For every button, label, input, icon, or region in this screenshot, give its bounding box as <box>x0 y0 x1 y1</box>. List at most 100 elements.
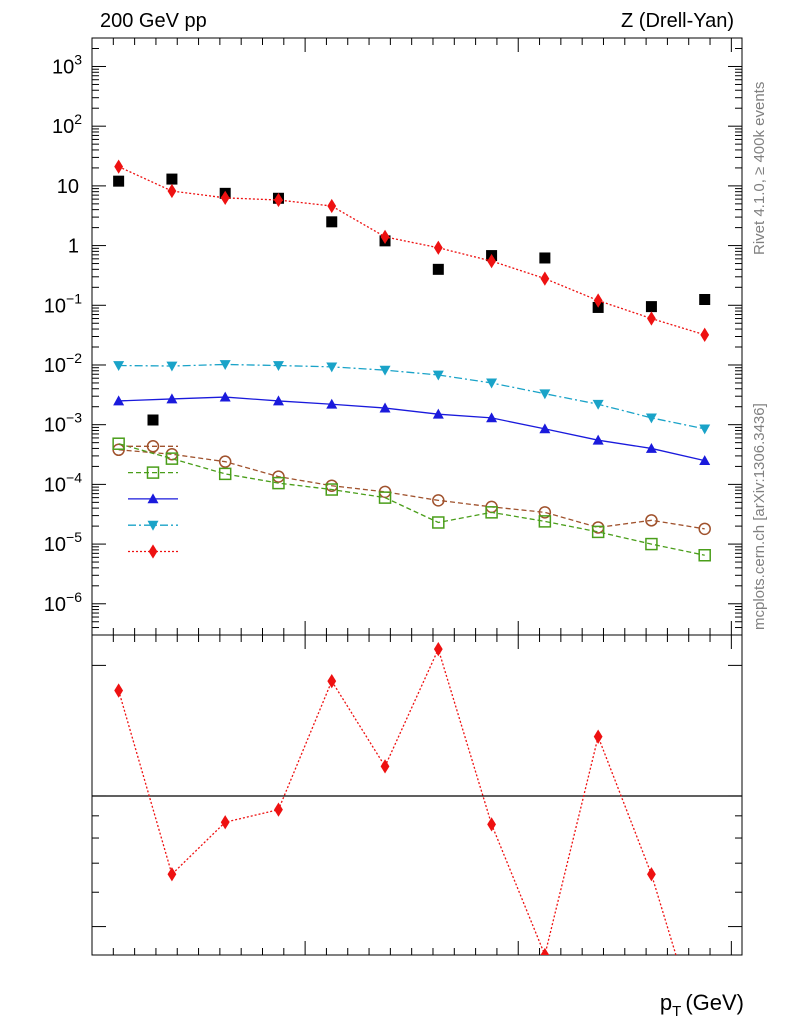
ratio-point-sherpa <box>593 729 603 744</box>
main-ytick-label: 10−2 <box>44 350 82 377</box>
legend-marker-vincia <box>147 520 159 531</box>
series-line-pythia <box>118 396 705 462</box>
data-point-herwig7 <box>591 525 605 539</box>
data-point-vincia <box>645 413 657 424</box>
mcplots-reference-label: mcplots.cern.ch [arXiv:1306.3436] <box>751 403 768 630</box>
series-line-vincia <box>118 363 705 430</box>
x-axis-label: pT (GeV) <box>660 990 744 1020</box>
data-point-sherpa <box>220 190 230 206</box>
data-point-sherpa <box>647 311 656 326</box>
legend-marker-herwigpp <box>146 440 160 453</box>
data-point-phenix <box>699 293 711 305</box>
data-point-vincia <box>326 362 338 373</box>
data-point-phenix <box>645 301 657 313</box>
data-point-pythia <box>326 398 338 409</box>
data-point-sherpa <box>380 229 390 245</box>
data-point-herwigpp <box>698 522 711 536</box>
ratio-point-sherpa <box>380 759 390 774</box>
ratio-point-sherpa <box>274 802 283 817</box>
data-point-sherpa <box>487 253 496 269</box>
main-ytick-label: 10−1 <box>44 290 82 317</box>
data-point-sherpa <box>167 183 177 199</box>
data-point-pythia <box>113 395 125 406</box>
data-point-vincia <box>486 378 498 389</box>
legend <box>128 414 178 559</box>
data-point-pythia <box>379 402 391 413</box>
data-point-vincia <box>272 361 284 372</box>
data-point-herwig7 <box>325 483 339 496</box>
data-point-herwig7 <box>698 549 711 562</box>
data-point-herwigpp <box>645 514 658 527</box>
data-point-herwigpp <box>538 506 552 519</box>
data-point-vincia <box>699 424 711 435</box>
ratio-point-sherpa <box>540 947 550 955</box>
data-point-vincia <box>166 361 178 372</box>
data-point-vincia <box>432 370 444 381</box>
data-point-pythia <box>432 408 444 419</box>
ratio-point-sherpa <box>487 817 496 832</box>
ratio-series-sherpa <box>114 641 677 955</box>
main-ytick-label: 10−3 <box>44 410 82 437</box>
main-ytick-label: 10−6 <box>44 589 82 616</box>
ratio-point-sherpa <box>327 673 337 689</box>
legend-marker-phenix <box>147 414 159 426</box>
data-point-herwig7 <box>432 516 445 529</box>
data-point-herwig7 <box>218 467 232 481</box>
main-ytick-label: 1 <box>68 236 79 258</box>
data-point-herwig7 <box>165 452 179 465</box>
data-point-vincia <box>539 389 551 400</box>
data-point-herwig7 <box>378 491 392 504</box>
data-point-sherpa <box>327 198 337 214</box>
series-herwigpp <box>112 443 711 536</box>
data-point-sherpa <box>114 159 124 174</box>
data-point-herwig7 <box>645 537 658 551</box>
data-point-sherpa <box>700 327 710 342</box>
data-point-phenix <box>432 263 444 275</box>
rivet-version-label: Rivet 4.1.0, ≥ 400k events <box>751 82 768 255</box>
data-point-phenix <box>326 216 338 228</box>
main-ytick-label: 10−5 <box>44 529 82 556</box>
series-herwig7 <box>112 437 711 562</box>
ratio-point-sherpa <box>167 867 177 882</box>
series-line-herwig7 <box>118 443 705 556</box>
data-point-vincia <box>592 399 604 410</box>
data-point-pythia <box>592 434 604 445</box>
data-point-sherpa <box>433 240 443 255</box>
data-point-pythia <box>645 442 657 453</box>
data-point-phenix <box>113 175 125 187</box>
ratio-point-sherpa <box>647 867 656 882</box>
main-ytick-label: 102 <box>52 111 82 138</box>
legend-marker-sherpa <box>148 544 158 559</box>
main-ytick-label: 103 <box>52 51 82 78</box>
data-point-herwig7 <box>112 437 125 450</box>
data-point-sherpa <box>274 192 283 208</box>
data-point-vincia <box>219 360 231 370</box>
ratio-plot-panel: pT (GeV) <box>91 634 744 1020</box>
data-point-pythia <box>699 455 711 466</box>
series-vincia <box>113 360 711 435</box>
main-ytick-label: 10−4 <box>44 469 82 496</box>
ratio-point-sherpa <box>114 683 124 698</box>
data-point-pythia <box>166 393 178 404</box>
header-left: 200 GeV pp <box>100 10 207 32</box>
data-point-herwig7 <box>538 515 552 528</box>
ratio-line-sherpa <box>118 647 677 955</box>
series-line-sherpa <box>118 166 705 336</box>
data-point-pythia <box>539 423 551 434</box>
legend-marker-pythia <box>147 493 159 504</box>
series-line-herwigpp <box>118 449 705 530</box>
series-pythia <box>113 391 711 466</box>
data-point-phenix <box>539 252 551 264</box>
data-point-vincia <box>113 361 125 372</box>
data-point-pythia <box>272 395 284 406</box>
data-point-pythia <box>219 391 231 402</box>
data-point-phenix <box>166 173 178 185</box>
main-frame <box>91 37 743 636</box>
data-point-pythia <box>486 412 498 423</box>
data-point-herwig7 <box>272 476 285 490</box>
ratio-point-sherpa <box>433 641 443 657</box>
data-point-sherpa <box>540 271 550 286</box>
main-plot-panel: 10−6 10−5 10−4 10−3 10−2 10−1 1 10 102 103 <box>44 37 743 636</box>
data-point-herwigpp <box>272 470 285 483</box>
